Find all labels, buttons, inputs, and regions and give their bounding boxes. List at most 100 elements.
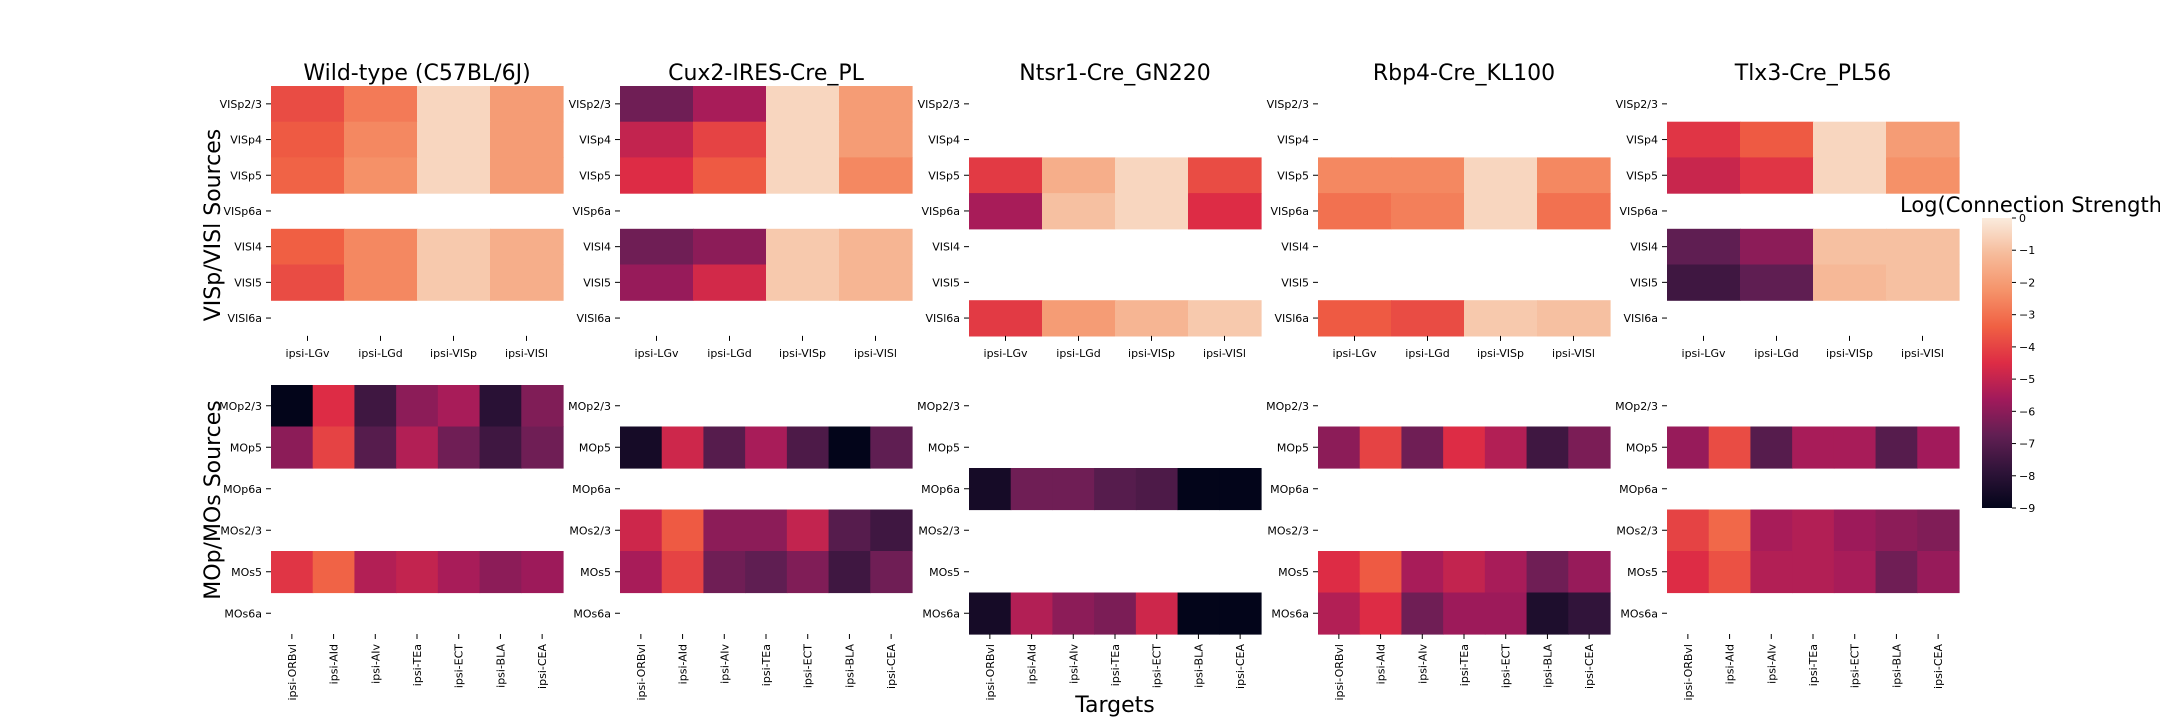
y-tick-label: VISl4 xyxy=(234,241,262,254)
heatmap-cell xyxy=(1010,468,1054,511)
colorbar-ticks: 0 −1 −2 −3 −4 −5 −6 −7 −8 −9 xyxy=(2012,212,2035,515)
heatmap-cell xyxy=(1135,592,1179,635)
y-tick-label: MOp6a xyxy=(223,483,262,496)
y-tick-label: VISp2/3 xyxy=(1616,98,1658,111)
x-tick-label: ipsi-AIv xyxy=(1765,644,1778,684)
heatmap-cell xyxy=(490,228,564,266)
y-tick-label: MOp2/3 xyxy=(917,400,960,413)
heatmap-cell xyxy=(1318,426,1361,469)
heatmap-cell xyxy=(490,157,564,194)
x-tick-label: ipsi-ORBvl xyxy=(1333,644,1346,701)
heatmap-cell xyxy=(1010,592,1054,635)
colorbar-tick-label: −5 xyxy=(2019,373,2035,386)
x-tick-label: ipsi-CEA xyxy=(1234,644,1247,689)
y-tick-label: MOp5 xyxy=(579,441,611,454)
x-label-targets: Targets xyxy=(1074,693,1155,718)
heatmap-cell xyxy=(1219,468,1262,511)
heatmap-cell xyxy=(354,385,397,428)
heatmap-cell xyxy=(1875,426,1918,469)
heatmap-cell xyxy=(344,264,418,301)
heatmap-cell xyxy=(1886,157,1960,194)
x-tick-label: ipsi-AId xyxy=(677,644,690,684)
x-tick-label: ipsi-VISp xyxy=(1477,347,1524,360)
heatmap-cell xyxy=(620,426,663,469)
x-tick-label: ipsi-VISl xyxy=(1552,347,1595,360)
heatmap-cell xyxy=(1917,426,1960,469)
heatmap-panel: Rbp4-Cre_KL100 VISp2/3 VISp4 VISp5 VISp6a VIS… xyxy=(1266,61,1611,701)
x-tick-label: ipsi-AId xyxy=(328,644,341,684)
heatmap-panels: Wild-type (C57BL/6J) VISp2/3 VISp4 VISp5 VIS… xyxy=(219,61,1960,701)
heatmap-cell xyxy=(1833,426,1877,469)
heatmap-cell xyxy=(1740,264,1814,301)
heatmap-cell xyxy=(661,426,705,469)
heatmap-cell xyxy=(1568,551,1611,594)
y-tick-label: VISp6a xyxy=(922,205,960,218)
x-tick-label: ipsi-AIv xyxy=(1416,644,1429,684)
heatmap-cell xyxy=(969,300,1043,337)
y-tick-label: MOp2/3 xyxy=(219,400,262,413)
heatmap-cell xyxy=(271,264,345,301)
heatmap-cell xyxy=(490,121,564,158)
y-tick-label: MOs6a xyxy=(573,607,611,620)
heatmap-cell xyxy=(417,157,491,194)
heatmap-cell xyxy=(1667,264,1741,301)
colorbar-tick-label: −2 xyxy=(2019,276,2035,289)
heatmap-cell xyxy=(1886,228,1960,266)
heatmap-cell xyxy=(839,157,913,194)
heatmap-cell xyxy=(344,228,418,266)
heatmap-cell xyxy=(1177,468,1220,511)
colorbar-tick-label: −4 xyxy=(2019,341,2035,354)
heatmap-cell xyxy=(396,426,439,469)
y-tick-label: MOp5 xyxy=(1626,441,1658,454)
heatmap-cell xyxy=(1875,509,1918,552)
heatmap-cell xyxy=(1443,426,1486,469)
y-tick-label: VISp5 xyxy=(579,169,611,182)
heatmap-cell xyxy=(1359,426,1403,469)
heatmap-cell xyxy=(839,228,913,266)
x-tick-label: ipsi-VISl xyxy=(1203,347,1246,360)
heatmap-cell xyxy=(1792,551,1835,594)
heatmap-cell xyxy=(620,264,694,301)
heatmap-cell xyxy=(703,551,746,594)
heatmap-cell xyxy=(1464,193,1538,230)
y-label-top: VISp/VISl Sources xyxy=(201,129,226,322)
heatmap-cell xyxy=(620,157,694,194)
heatmap-cell xyxy=(703,426,746,469)
heatmap-cell xyxy=(490,264,564,301)
x-tick-label: ipsi-VISp xyxy=(1128,347,1175,360)
y-tick-label: MOs5 xyxy=(1278,566,1309,579)
heatmap-cell xyxy=(271,228,345,266)
heatmap-cell xyxy=(1115,300,1189,337)
x-tick-label: ipsi-LGv xyxy=(1333,347,1377,360)
heatmap-cell xyxy=(745,426,788,469)
y-tick-label: VISl5 xyxy=(234,276,262,289)
heatmap-cell xyxy=(479,551,522,594)
x-tick-label: ipsi-CEA xyxy=(885,644,898,689)
heatmap-cell xyxy=(271,426,314,469)
heatmap-cell xyxy=(1188,193,1262,230)
x-tick-label: ipsi-ECT xyxy=(1500,644,1513,688)
colorbar-tick-label: −8 xyxy=(2019,470,2035,483)
heatmap-cell xyxy=(766,157,840,194)
x-tick-label: ipsi-AIv xyxy=(369,644,382,684)
heatmap-cell xyxy=(344,86,418,123)
y-tick-label: MOp2/3 xyxy=(568,400,611,413)
y-tick-label: VISp2/3 xyxy=(1267,98,1309,111)
heatmap-cell xyxy=(969,193,1043,230)
heatmap-cell xyxy=(766,264,840,301)
y-tick-label: VISp2/3 xyxy=(918,98,960,111)
heatmap-cell xyxy=(766,86,840,123)
heatmap-cell xyxy=(1042,157,1116,194)
x-tick-label: ipsi-TEa xyxy=(1458,644,1471,686)
x-tick-label: ipsi-TEa xyxy=(411,644,424,686)
heatmap-cell xyxy=(620,551,663,594)
y-tick-label: VISl6a xyxy=(576,312,611,325)
x-tick-label: ipsi-VISl xyxy=(854,347,897,360)
y-tick-label: MOs2/3 xyxy=(220,524,262,537)
heatmap-cell xyxy=(1537,157,1611,194)
heatmap-cell xyxy=(271,86,345,123)
y-tick-label: VISp4 xyxy=(230,134,262,147)
y-tick-label: MOs6a xyxy=(922,607,960,620)
heatmap-cell xyxy=(839,264,913,301)
colorbar-title: Log(Connection Strength) xyxy=(1900,193,2160,217)
